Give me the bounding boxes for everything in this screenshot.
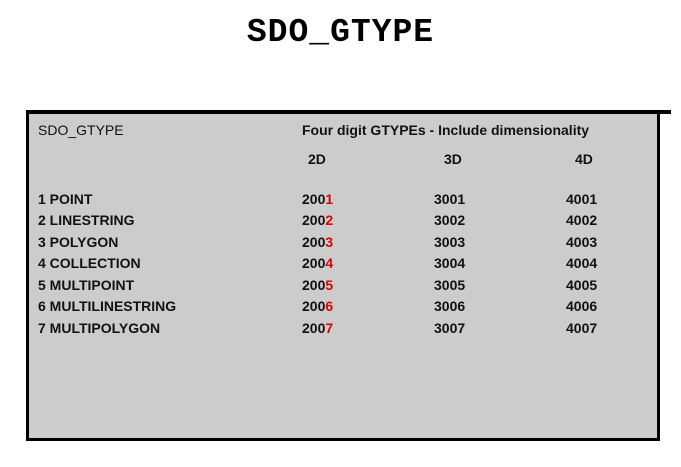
gtype-3d: 3005: [434, 277, 466, 293]
column-header-2d: 2D: [308, 151, 326, 167]
gtype-3d: 3006: [434, 298, 466, 314]
table-row: 3 POLYGON 2003 3003 4003: [29, 234, 657, 252]
gtype-2d-prefix: 200: [302, 191, 326, 207]
table-row: 4 COLLECTION 2004 3004 4004: [29, 255, 657, 273]
gtype-2d: 2006: [302, 298, 333, 314]
gtype-4d: 4007: [566, 320, 598, 336]
table-row: 6 MULTILINESTRING 2006 3006 4006: [29, 298, 657, 316]
page-title: SDO_GTYPE: [246, 14, 435, 51]
table-row: 2 LINESTRING 2002 3002 4002: [29, 212, 657, 230]
gtype-2d-prefix: 200: [302, 277, 326, 293]
gtype-3d: 3004: [434, 255, 466, 271]
gtype-2d-prefix: 200: [302, 234, 326, 250]
gtype-table-panel: SDO_GTYPE Four digit GTYPEs - Include di…: [26, 110, 660, 441]
table-row: 5 MULTIPOINT 2005 3005 4005: [29, 277, 657, 295]
table-row: 1 POINT 2001 3001 4001: [29, 191, 657, 209]
table-row: 7 MULTIPOLYGON 2007 3007 4007: [29, 320, 657, 338]
gtype-2d: 2001: [302, 191, 333, 207]
column-header-4d: 4D: [575, 151, 593, 167]
gtype-4d: 4004: [566, 255, 598, 271]
gtype-2d-prefix: 200: [302, 255, 326, 271]
gtype-3d: 3003: [434, 234, 466, 250]
panel-top-rule-extension: [650, 110, 671, 114]
gtype-4d: 4006: [566, 298, 598, 314]
geometry-type-name: 2 LINESTRING: [38, 212, 135, 228]
gtype-3d: 3007: [434, 320, 466, 336]
geometry-type-name: 6 MULTILINESTRING: [38, 298, 177, 314]
left-header: SDO_GTYPE: [38, 122, 124, 138]
gtype-2d: 2007: [302, 320, 333, 336]
right-header: Four digit GTYPEs - Include dimensionali…: [302, 122, 590, 138]
gtype-2d-type-digit: 7: [325, 320, 334, 336]
geometry-type-name: 5 MULTIPOINT: [38, 277, 135, 293]
gtype-2d-type-digit: 3: [325, 234, 334, 250]
gtype-2d: 2003: [302, 234, 333, 250]
gtype-4d: 4003: [566, 234, 598, 250]
gtype-2d-type-digit: 1: [325, 191, 334, 207]
gtype-2d-type-digit: 6: [325, 298, 334, 314]
gtype-4d: 4005: [566, 277, 598, 293]
gtype-2d-prefix: 200: [302, 298, 326, 314]
geometry-type-name: 3 POLYGON: [38, 234, 119, 250]
gtype-4d: 4002: [566, 212, 598, 228]
column-header-3d: 3D: [444, 151, 462, 167]
geometry-type-name: 1 POINT: [38, 191, 93, 207]
gtype-2d-prefix: 200: [302, 212, 326, 228]
gtype-2d-type-digit: 4: [325, 255, 334, 271]
gtype-3d: 3001: [434, 191, 466, 207]
gtype-4d: 4001: [566, 191, 598, 207]
gtype-3d: 3002: [434, 212, 466, 228]
gtype-2d-prefix: 200: [302, 320, 326, 336]
geometry-type-name: 7 MULTIPOLYGON: [38, 320, 161, 336]
gtype-2d: 2005: [302, 277, 333, 293]
geometry-type-name: 4 COLLECTION: [38, 255, 141, 271]
gtype-2d: 2002: [302, 212, 333, 228]
gtype-2d-type-digit: 2: [325, 212, 334, 228]
gtype-2d-type-digit: 5: [325, 277, 334, 293]
gtype-2d: 2004: [302, 255, 333, 271]
